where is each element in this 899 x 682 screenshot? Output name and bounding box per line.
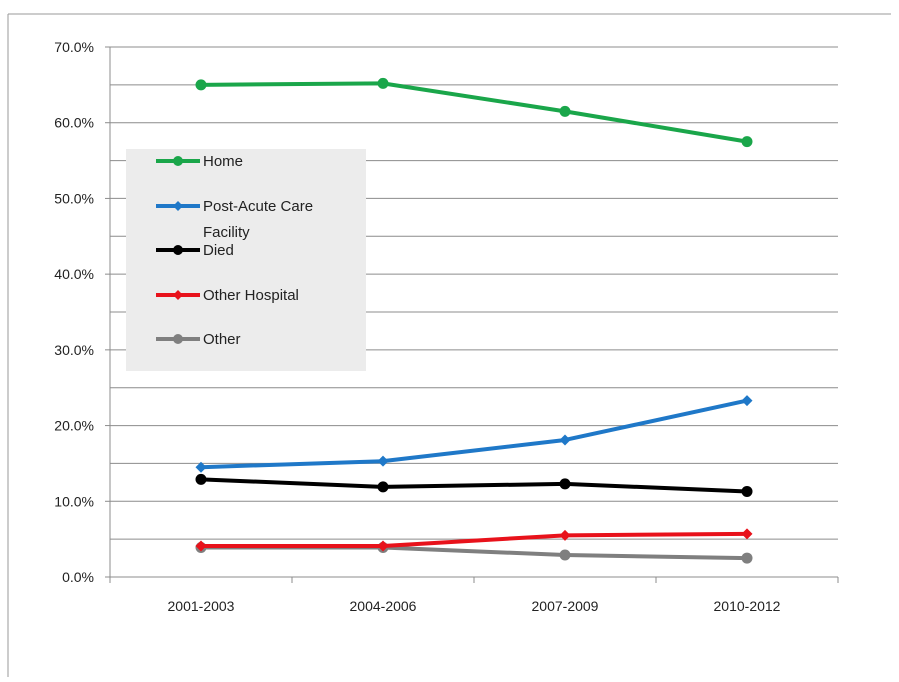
y-tick-label: 70.0%: [54, 39, 94, 55]
data-point-post-acute-care-facility: [195, 461, 207, 473]
series-line-post-acute-care-facility: [199, 398, 749, 470]
legend-label-other: Other: [203, 331, 241, 348]
series-died: [195, 473, 753, 497]
legend-marker-other-hospital: [173, 290, 183, 300]
data-point-died: [195, 473, 207, 485]
series-line-other-hospital: [199, 531, 749, 548]
legend-label-other-hospital: Other Hospital: [203, 287, 299, 304]
data-point-other-hospital: [559, 529, 571, 541]
legend-box: [126, 149, 366, 371]
data-point-post-acute-care-facility: [741, 395, 753, 407]
legend-label-died: Died: [203, 242, 234, 259]
y-tick-label: 30.0%: [54, 342, 94, 358]
x-tick-label: 2010-2012: [714, 598, 781, 614]
data-point-home: [559, 105, 571, 117]
data-point-died: [377, 481, 389, 493]
data-point-other-hospital: [195, 540, 207, 552]
legend-marker-died: [173, 245, 183, 255]
y-axis-tick-labels: 0.0% 10.0% 20.0% 30.0% 40.0% 50.0% 60.0% 70.0%: [54, 39, 94, 585]
x-axis-tick-labels: 2001-2003 2004-2006 2007-2009 2010-2012: [168, 598, 781, 614]
legend-marker-post-acute-care-facility: [173, 201, 183, 211]
series-post-acute-care-facility: [195, 395, 753, 473]
y-tick-label: 20.0%: [54, 418, 94, 434]
legend-label-home: Home: [203, 153, 243, 170]
data-point-other-hospital: [377, 540, 389, 552]
y-tick-label: 50.0%: [54, 190, 94, 206]
axes: [105, 46, 839, 583]
series-line-died: [199, 477, 749, 494]
x-tick-label: 2007-2009: [532, 598, 599, 614]
y-tick-label: 40.0%: [54, 266, 94, 282]
data-point-post-acute-care-facility: [377, 455, 389, 467]
legend-marker-other: [173, 334, 183, 344]
series-home: [195, 77, 753, 148]
data-point-other: [741, 552, 753, 564]
x-tick-label: 2001-2003: [168, 598, 235, 614]
series-other-hospital: [195, 528, 753, 552]
data-point-home: [195, 79, 207, 91]
data-point-other-hospital: [741, 528, 753, 540]
data-point-died: [559, 478, 571, 490]
legend-marker-home: [173, 156, 183, 166]
y-tick-label: 0.0%: [62, 569, 94, 585]
data-point-home: [377, 77, 389, 89]
data-point-home: [741, 136, 753, 148]
data-point-died: [741, 485, 753, 497]
legend-label-post-acute-care-facility: Post-Acute Care Facility: [203, 198, 313, 241]
series-lines: [195, 77, 753, 564]
data-point-other: [559, 549, 571, 561]
y-tick-label: 60.0%: [54, 115, 94, 131]
y-tick-label: 10.0%: [54, 493, 94, 509]
data-point-post-acute-care-facility: [559, 434, 571, 446]
series-line-home: [199, 81, 749, 144]
x-tick-label: 2004-2006: [350, 598, 417, 614]
